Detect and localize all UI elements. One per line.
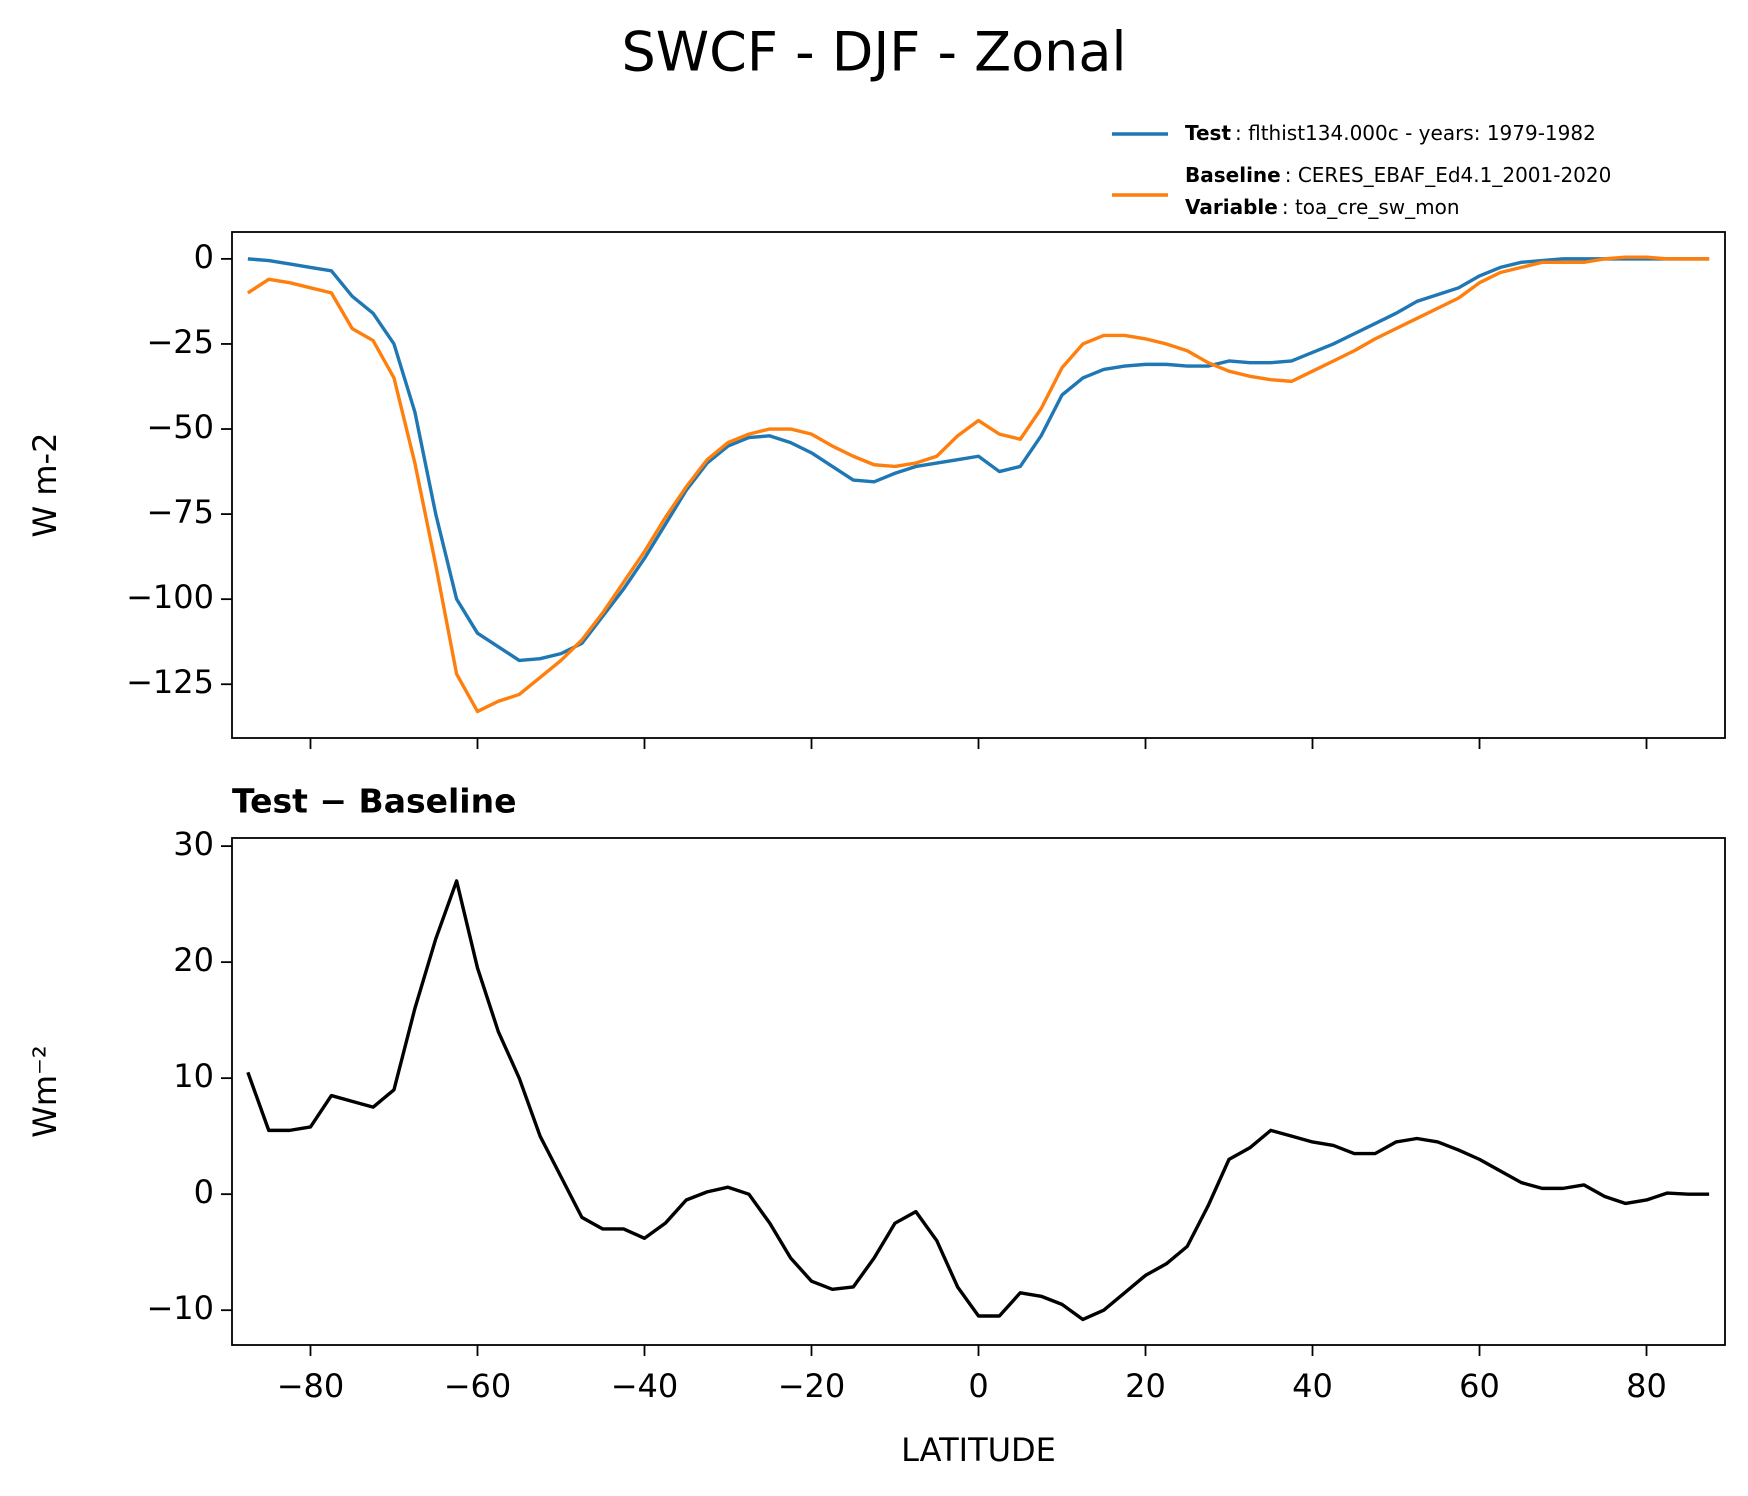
y-tick-label: 30 bbox=[173, 825, 214, 863]
x-tick-label: −80 bbox=[277, 1367, 345, 1405]
y-tick-label: 20 bbox=[173, 941, 214, 979]
legend-name: Test bbox=[1185, 121, 1231, 145]
data-line bbox=[247, 257, 1710, 663]
legend-name: Baseline bbox=[1185, 163, 1281, 187]
y-tick-label: −100 bbox=[126, 578, 214, 616]
x-tick-label: −40 bbox=[611, 1367, 679, 1405]
legend-entry: Test: flthist134.000c - years: 1979-1982 bbox=[1185, 121, 1596, 145]
data-line bbox=[246, 255, 1710, 714]
y-axis-label: Wm⁻² bbox=[26, 1045, 64, 1138]
legend-description: : CERES_EBAF_Ed4.1_2001-2020 bbox=[1285, 163, 1612, 187]
x-tick-label: 0 bbox=[968, 1367, 988, 1405]
chart-title: SWCF - DJF - Zonal bbox=[622, 21, 1127, 84]
legend-note-text: : toa_cre_sw_mon bbox=[1282, 195, 1460, 219]
x-tick-label: 80 bbox=[1626, 1367, 1667, 1405]
y-tick-label: 0 bbox=[194, 1173, 214, 1211]
x-tick-label: 20 bbox=[1125, 1367, 1166, 1405]
legend-note-label: Variable bbox=[1185, 195, 1278, 219]
y-tick-label: −125 bbox=[126, 663, 214, 701]
x-tick-label: 40 bbox=[1292, 1367, 1333, 1405]
y-tick-label: −50 bbox=[146, 408, 214, 446]
plot-frame bbox=[231, 231, 1726, 739]
x-axis-label: LATITUDE bbox=[901, 1431, 1056, 1469]
panel-title: Test − Baseline bbox=[232, 782, 517, 821]
y-tick-label: 10 bbox=[173, 1057, 214, 1095]
y-tick-label: −25 bbox=[146, 323, 214, 361]
plot-frame bbox=[231, 837, 1726, 1346]
x-tick-label: 60 bbox=[1459, 1367, 1500, 1405]
legend-description: : flthist134.000c - years: 1979-1982 bbox=[1235, 121, 1596, 145]
x-tick-label: −60 bbox=[444, 1367, 512, 1405]
legend-note: Variable: toa_cre_sw_mon bbox=[1185, 195, 1460, 219]
y-axis-label: W m-2 bbox=[26, 433, 64, 538]
y-tick-label: 0 bbox=[194, 238, 214, 276]
x-tick-label: −20 bbox=[778, 1367, 846, 1405]
y-tick-label: −75 bbox=[146, 493, 214, 531]
data-line bbox=[246, 879, 1710, 1322]
legend-entry: Baseline: CERES_EBAF_Ed4.1_2001-2020 bbox=[1185, 163, 1611, 187]
y-tick-label: −10 bbox=[146, 1289, 214, 1327]
